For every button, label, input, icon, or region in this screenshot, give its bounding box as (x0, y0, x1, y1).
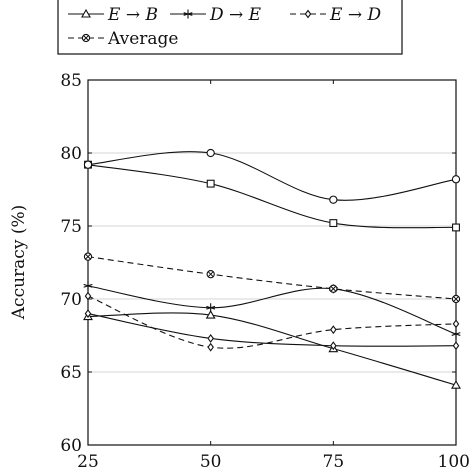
y-axis-label: Accuracy (%) (9, 205, 29, 320)
data-point (330, 325, 337, 335)
legend-label: Average (107, 29, 178, 49)
series-3 (83, 252, 461, 304)
data-point (330, 341, 337, 351)
legend-frame (57, 0, 403, 55)
data-point (207, 342, 214, 352)
y-tick-label: 85 (60, 71, 82, 91)
data-point (207, 333, 214, 343)
series-6 (84, 309, 460, 351)
legend-entry: Average (68, 29, 178, 49)
legend-entry: E → B (68, 5, 158, 25)
y-tick-label: 75 (60, 217, 82, 237)
data-point (452, 223, 460, 232)
data-point (206, 148, 215, 158)
series-line (87, 295, 457, 349)
grid-lines (88, 152, 456, 373)
plot-frame (87, 79, 457, 446)
x-tick-label: 100 (438, 452, 470, 472)
data-point (84, 291, 92, 301)
series-line (87, 313, 457, 347)
data-point (451, 329, 461, 339)
y-tick-label: 70 (60, 290, 82, 310)
data-point (205, 309, 216, 319)
data-point (206, 303, 216, 313)
data-point (452, 341, 460, 351)
data-point (451, 175, 461, 184)
legend-marker (183, 9, 193, 19)
y-tick-label: 65 (60, 363, 82, 383)
data-point (84, 309, 92, 319)
y-tick-label: 80 (60, 144, 82, 164)
series-line (87, 256, 457, 300)
x-tick-label: 25 (77, 452, 99, 472)
legend-marker (304, 9, 312, 19)
series-2 (84, 291, 460, 352)
y-tick-label: 60 (60, 436, 82, 456)
legend-label: E → D (329, 5, 381, 25)
series-5 (83, 148, 461, 204)
data-point (83, 160, 93, 169)
legend-label: D → E (209, 5, 262, 25)
legend: E → B D → E E → D Average (57, 0, 403, 55)
x-tick-label: 50 (200, 452, 222, 472)
data-point (329, 284, 338, 293)
series-line (87, 312, 457, 386)
data-point (206, 179, 215, 188)
legend-entry: D → E (170, 5, 262, 25)
data-point (329, 195, 338, 204)
series-line (87, 151, 457, 201)
x-tick-label: 75 (323, 452, 345, 472)
data-point (329, 219, 338, 228)
data-point (451, 380, 461, 389)
data-point (452, 319, 460, 329)
legend-marker (81, 8, 91, 18)
axis-ticks: 60 65 70 75 80 85 25 50 75 100 (60, 71, 470, 472)
series-line (87, 164, 457, 229)
data-point (206, 270, 215, 279)
series-line (87, 285, 457, 335)
data-point (83, 281, 93, 291)
legend-label: E → B (107, 5, 158, 25)
data-point (451, 294, 461, 304)
series-layer (83, 148, 461, 389)
data-point (83, 252, 93, 261)
legend-marker (81, 33, 91, 43)
legend-entry: E → D (290, 5, 381, 25)
